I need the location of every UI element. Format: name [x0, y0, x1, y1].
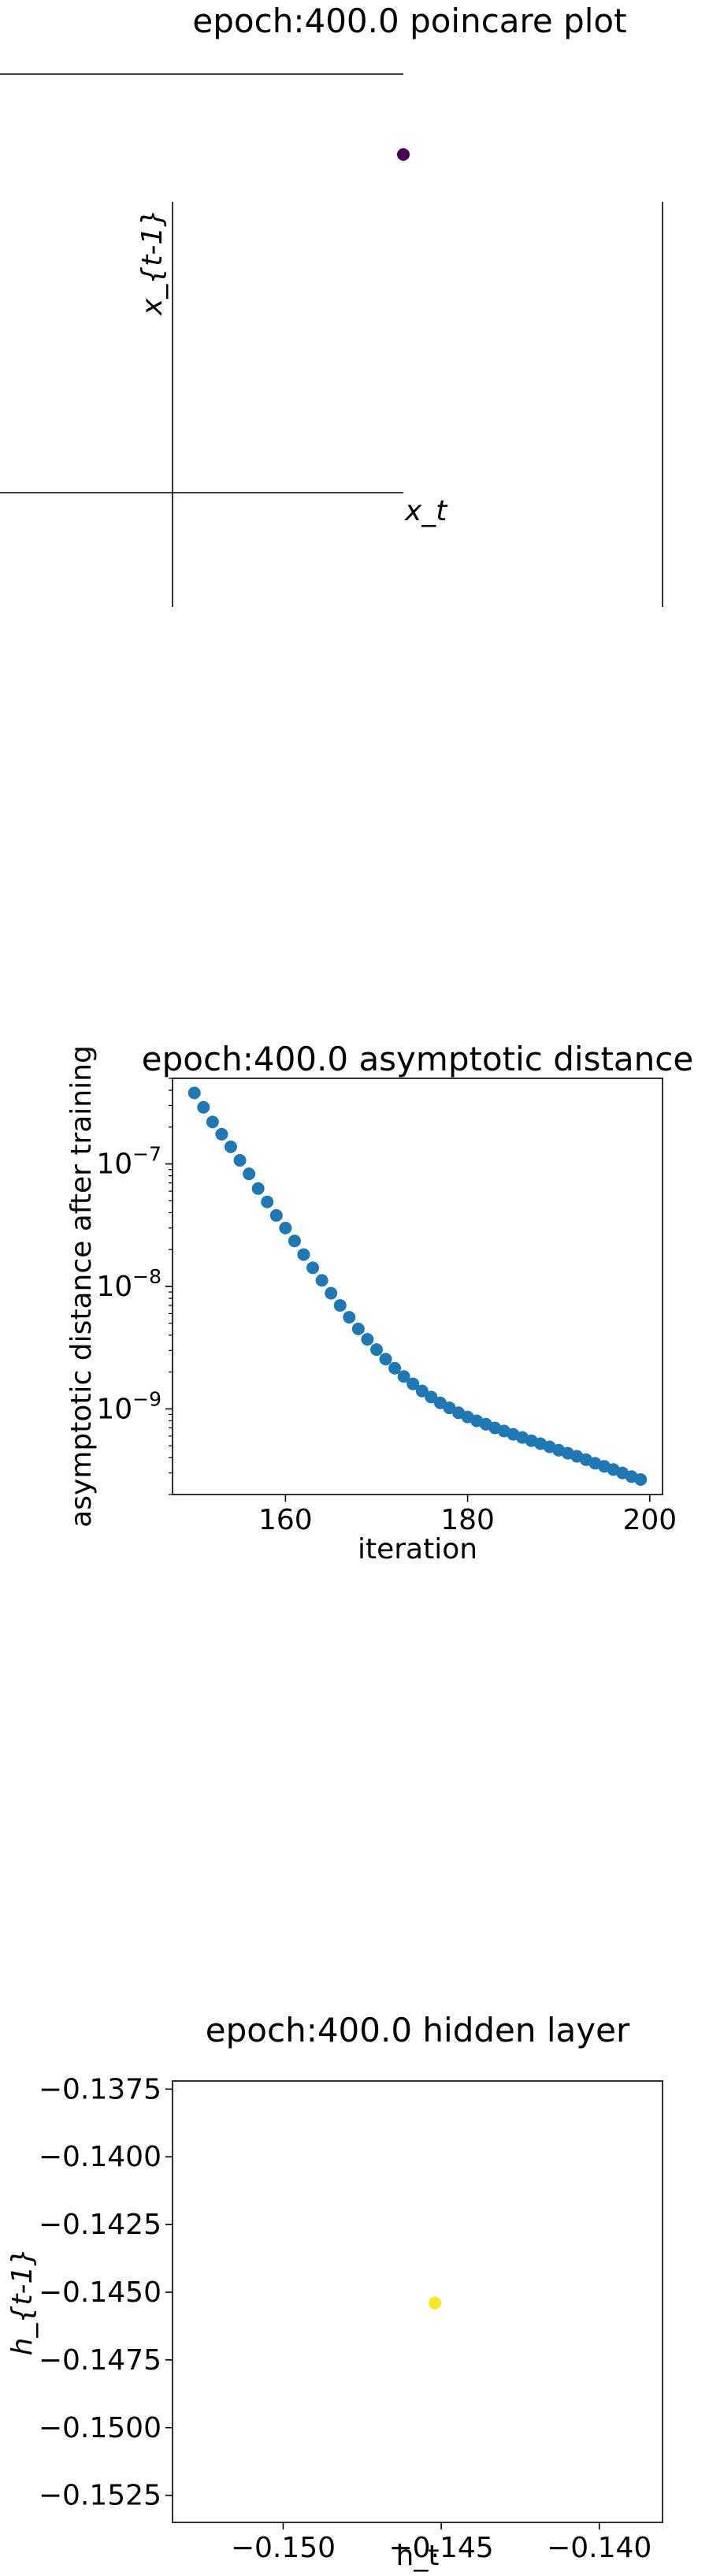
asymptotic-title: epoch:400.0 asymptotic distance: [142, 1040, 693, 1078]
asymptotic-y-ticks: 10−9 10−8 10−7: [96, 1078, 173, 1495]
asymptotic-point: [269, 1208, 283, 1222]
asymptotic-point: [351, 1322, 365, 1335]
hidden-layer-y-label: h_{t-1}: [6, 2248, 39, 2356]
asymptotic-chart: epoch:400.0 asymptotic distance 160 180 20…: [65, 1040, 693, 1565]
asymptotic-point: [315, 1274, 329, 1287]
hidden-layer-y-tick-label: −0.1425: [39, 2209, 161, 2241]
poincare-chart: epoch:400.0 poincare plot x_t x_{t-1}: [0, 2, 663, 607]
asymptotic-point: [261, 1195, 274, 1208]
asymptotic-point: [197, 1100, 210, 1114]
asymptotic-point: [206, 1115, 219, 1129]
asymptotic-point: [297, 1248, 310, 1261]
asymptotic-point: [251, 1182, 265, 1195]
asymptotic-points: [187, 1086, 648, 1487]
hidden-layer-point: [429, 2296, 442, 2310]
asymptotic-point: [224, 1140, 237, 1153]
asymptotic-point: [361, 1333, 374, 1346]
asymptotic-y-tick-label: 10−9: [96, 1387, 161, 1425]
poincare-point: [397, 148, 410, 161]
asymptotic-x-tick-label: 200: [622, 1504, 677, 1536]
asymptotic-point: [406, 1377, 420, 1390]
asymptotic-point: [325, 1286, 338, 1300]
asymptotic-point: [369, 1343, 383, 1357]
hidden-layer-title: epoch:400.0 hidden layer: [206, 2011, 630, 2049]
poincare-x-label: x_t: [404, 495, 448, 527]
poincare-y-label-text: x_{t-1}: [136, 209, 169, 316]
hidden-layer-x-tick-label: −0.150: [231, 2532, 336, 2564]
asymptotic-point: [388, 1361, 402, 1375]
asymptotic-x-tick-label: 180: [440, 1504, 495, 1536]
asymptotic-point: [379, 1353, 392, 1366]
asymptotic-point: [233, 1154, 247, 1167]
asymptotic-x-label: iteration: [358, 1533, 477, 1565]
hidden-layer-y-tick-label: −0.1525: [39, 2480, 161, 2512]
hidden-layer-y-tick-label: −0.1375: [39, 2073, 161, 2105]
poincare-x-label-text: x_t: [404, 495, 448, 527]
asymptotic-x-tick-label: 160: [258, 1504, 313, 1536]
hidden-layer-y-tick-label: −0.1475: [39, 2344, 161, 2377]
asymptotic-point: [215, 1127, 228, 1141]
asymptotic-point: [279, 1221, 292, 1234]
hidden-layer-y-tick-label: −0.1500: [39, 2412, 161, 2444]
poincare-y-label: x_{t-1}: [136, 209, 169, 316]
hidden-layer-plot-frame: [172, 2080, 663, 2523]
asymptotic-plot-frame: [172, 1078, 663, 1495]
hidden-layer-chart: epoch:400.0 hidden layer −0.150 −0.145 −0.…: [6, 2011, 663, 2572]
asymptotic-point: [187, 1086, 201, 1100]
asymptotic-point: [243, 1167, 256, 1181]
asymptotic-point: [397, 1370, 410, 1383]
hidden-layer-points: [429, 2296, 442, 2310]
asymptotic-point: [288, 1234, 301, 1248]
poincare-title: epoch:400.0 poincare plot: [192, 2, 626, 40]
asymptotic-point: [415, 1384, 429, 1398]
asymptotic-point: [425, 1390, 438, 1404]
hidden-layer-y-tick-label: −0.1450: [39, 2276, 161, 2309]
asymptotic-x-ticks: 160 180 200: [258, 1495, 677, 1536]
hidden-layer-y-ticks: −0.1375 −0.1400 −0.1425 −0.1450 −0.1475 −0.15…: [39, 2073, 173, 2512]
hidden-layer-x-ticks: −0.150 −0.145 −0.140: [231, 2522, 651, 2564]
asymptotic-y-tick-label: 10−8: [96, 1265, 161, 1303]
asymptotic-point: [333, 1299, 347, 1312]
asymptotic-y-tick-label: 10−7: [96, 1143, 161, 1181]
asymptotic-point: [306, 1261, 320, 1275]
hidden-layer-x-tick-label: −0.140: [547, 2532, 651, 2564]
hidden-layer-x-tick-label: −0.145: [388, 2532, 493, 2564]
asymptotic-y-label: asymptotic distance after training: [65, 1045, 98, 1528]
asymptotic-point: [634, 1473, 648, 1487]
asymptotic-point: [343, 1311, 356, 1324]
hidden-layer-x-label: h_t: [396, 2540, 440, 2572]
hidden-layer-y-tick-label: −0.1400: [39, 2141, 161, 2173]
hidden-layer-y-label-text: h_{t-1}: [6, 2248, 39, 2356]
